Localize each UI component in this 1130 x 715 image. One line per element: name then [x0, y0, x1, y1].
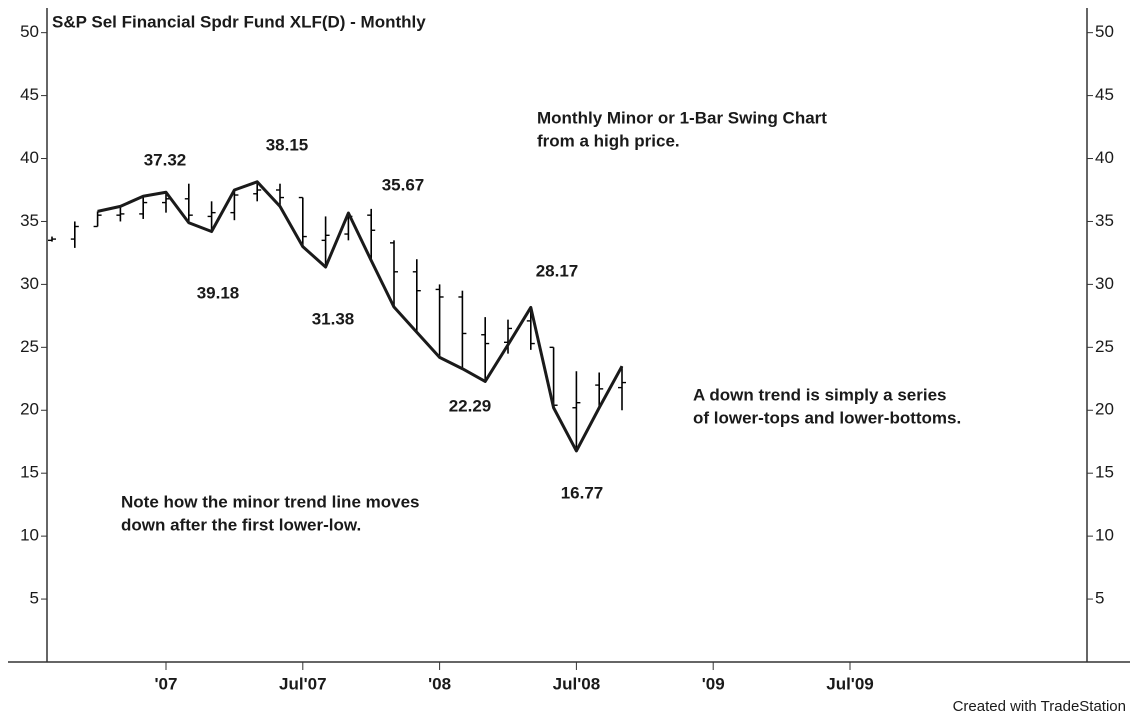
swing-line: [97, 180, 624, 453]
x-tick-label: '08: [428, 674, 451, 693]
annotation: 22.29: [449, 396, 492, 415]
y-tick-label: 5: [30, 589, 39, 608]
footer: Created with TradeStation: [953, 698, 1126, 715]
y-tick-label: 50: [20, 22, 39, 41]
annotation: 39.18: [197, 283, 240, 302]
x-tick-label: Jul'07: [279, 674, 327, 693]
x-tick-label: Jul'09: [826, 674, 874, 693]
y-tick-label: 30: [1095, 274, 1114, 293]
x-tick-label: Jul'08: [553, 674, 601, 693]
y-tick-label: 40: [1095, 148, 1114, 167]
y-tick-label: 30: [20, 274, 39, 293]
annotation: 31.38: [312, 309, 355, 328]
x-tick-label: '07: [155, 674, 178, 693]
annotation: Note how the minor trend line moves: [121, 492, 419, 511]
annotation: Monthly Minor or 1-Bar Swing Chart: [537, 108, 827, 127]
y-tick-label: 50: [1095, 22, 1114, 41]
y-tick-label: 20: [20, 400, 39, 419]
y-tick-label: 35: [1095, 211, 1114, 230]
y-tick-label: 25: [1095, 337, 1114, 356]
annotation: 37.32: [144, 150, 187, 169]
y-tick-label: 45: [1095, 85, 1114, 104]
annotation: A down trend is simply a series: [693, 385, 947, 404]
y-tick-label: 35: [20, 211, 39, 230]
annotation: 16.77: [561, 483, 604, 502]
y-tick-label: 10: [20, 526, 39, 545]
annotation: 35.67: [382, 175, 425, 194]
y-tick-label: 40: [20, 148, 39, 167]
annotation: 28.17: [536, 261, 579, 280]
annotation: down after the first lower-low.: [121, 515, 361, 534]
annotation: from a high price.: [537, 131, 680, 150]
y-tick-label: 15: [1095, 463, 1114, 482]
y-tick-label: 45: [20, 85, 39, 104]
x-tick-label: '09: [702, 674, 725, 693]
annotation: of lower-tops and lower-bottoms.: [693, 408, 961, 427]
y-tick-label: 15: [20, 463, 39, 482]
y-tick-label: 10: [1095, 526, 1114, 545]
annotation: 38.15: [266, 135, 309, 154]
y-tick-label: 5: [1095, 589, 1104, 608]
y-tick-label: 25: [20, 337, 39, 356]
chart-title: S&P Sel Financial Spdr Fund XLF(D) - Mon…: [52, 12, 426, 31]
y-tick-label: 20: [1095, 400, 1114, 419]
